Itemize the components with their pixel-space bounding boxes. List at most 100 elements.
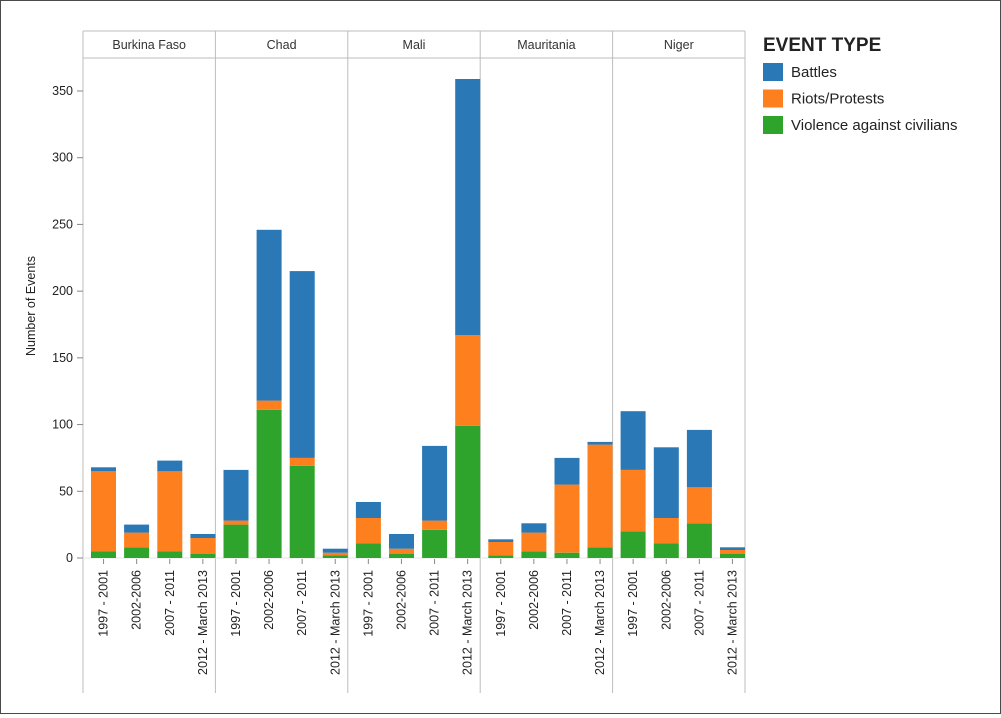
y-axis: 0 50 100 150 200 250 300 350 [52,84,83,565]
x-tick-label: 2007 - 2011 [560,570,574,636]
panel-chad: Chad 1997 - 2001 2002-2006 2007 - 2011 2012 … [215,38,348,675]
y-tick-label: 150 [52,351,73,365]
bar-segment-battles [620,411,646,470]
bar-segment-riots-protests [422,520,448,530]
bar-segment-violence-against-civilians [620,531,646,558]
x-tick-label: 2012 - March 2013 [196,570,210,675]
y-tick-label: 300 [52,151,73,165]
panel-niger: Niger 1997 - 2001 2002-2006 2007 - 2011 2012… [612,38,745,675]
chart-panels: Burkina Faso 1997 - 2001 2002-2006 2007 - 2… [82,30,746,693]
x-tick-label: 2012 - March 2013 [461,570,475,675]
legend-entry-label: Riots/Protests [791,91,884,108]
bar-segment-riots-protests [289,457,315,466]
bar-segment-battles [322,548,348,553]
bar-segment-violence-against-civilians [91,551,116,558]
legend-entry-label: Battles [791,64,837,81]
x-tick-label: 2002-2006 [527,570,541,630]
panel-country-label: Niger [664,38,694,52]
bar-segment-battles [389,534,414,549]
y-tick-label: 100 [52,418,73,432]
bar-segment-riots-protests [720,550,745,554]
y-tick-label: 250 [52,217,73,231]
legend-entry-label: Violence against civilians [791,117,958,134]
panel-country-label: Chad [267,38,297,52]
bar-segment-battles [124,524,150,533]
y-tick-label: 200 [52,284,73,298]
bar-segment-battles [256,229,282,401]
bar-segment-violence-against-civilians [686,523,712,558]
x-tick-label: 2007 - 2011 [428,570,442,636]
bar-segment-battles [355,502,381,518]
x-tick-label: 2007 - 2011 [295,570,309,636]
bar-segment-riots-protests [190,538,216,554]
x-tick-label: 2012 - March 2013 [726,570,740,675]
bar-segment-riots-protests [355,518,381,544]
bar-segment-violence-against-civilians [223,524,249,558]
x-tick-label: 2007 - 2011 [692,570,706,636]
bar-segment-violence-against-civilians [488,555,514,558]
x-tick-label: 1997 - 2001 [229,570,243,637]
panel-country-label: Mali [403,38,426,52]
panel-mali: Mali 1997 - 2001 2002-2006 2007 - 2011 2012 … [347,38,481,675]
bar-segment-battles [422,445,448,521]
bar-segment-violence-against-civilians [289,465,315,558]
bar-segment-battles [488,539,514,542]
x-tick-label: 1997 - 2001 [361,570,375,637]
y-tick-label: 50 [59,484,73,498]
x-tick-label: 2002-2006 [262,570,276,630]
bar-segment-battles [653,447,679,518]
bar-segment-riots-protests [587,444,613,548]
bar-segment-riots-protests [256,400,282,410]
bar-segment-riots-protests [389,548,414,554]
panel-burkina-faso: Burkina Faso 1997 - 2001 2002-2006 2007 - 2… [83,38,216,675]
x-tick-label: 2002-2006 [130,570,144,630]
legend-swatch [763,89,783,108]
bar-segment-battles [587,441,613,445]
bar-segment-battles [91,467,116,472]
bar-segment-violence-against-civilians [455,425,481,558]
bar-segment-battles [720,547,745,550]
bar-segment-battles [455,79,481,336]
bar-segment-violence-against-civilians [389,554,414,558]
legend-swatch [763,116,783,134]
bar-segment-riots-protests [91,471,116,552]
bar-segment-riots-protests [223,520,249,525]
bar-segment-riots-protests [620,469,646,532]
x-tick-label: 1997 - 2001 [626,570,640,637]
legend-swatch [763,63,783,81]
bar-segment-violence-against-civilians [653,543,679,558]
bar-segment-riots-protests [686,487,712,524]
x-tick-label: 2012 - March 2013 [593,570,607,675]
bar-segment-battles [686,429,712,488]
bar-segment-violence-against-civilians [422,530,448,558]
bar-segment-violence-against-civilians [322,555,348,558]
bar-segment-violence-against-civilians [256,409,282,558]
x-tick-label: 2012 - March 2013 [328,570,342,675]
y-axis-title: Number of Events [24,256,38,356]
legend-title: EVENT TYPE [763,35,881,56]
panel-country-label: Mauritania [517,38,575,52]
bar-segment-battles [157,460,183,472]
bar-segment-riots-protests [124,532,150,548]
bar-segment-violence-against-civilians [190,554,216,558]
bar-segment-riots-protests [322,552,348,556]
bar-segment-riots-protests [157,471,183,552]
x-tick-label: 2002-2006 [659,570,673,630]
bar-segment-violence-against-civilians [355,543,381,558]
bar-segment-battles [190,534,216,538]
bar-segment-violence-against-civilians [587,547,613,558]
x-tick-label: 1997 - 2001 [494,570,508,637]
x-tick-label: 2002-2006 [395,570,409,630]
bar-segment-violence-against-civilians [521,551,547,558]
bar-segment-violence-against-civilians [157,551,183,558]
bar-segment-violence-against-civilians [124,547,150,558]
x-tick-label: 1997 - 2001 [97,570,111,637]
bar-segment-battles [554,457,580,485]
bar-segment-battles [521,523,547,533]
y-tick-label: 0 [66,551,73,565]
y-tick-label: 350 [52,84,73,98]
panel-mauritania: Mauritania 1997 - 2001 2002-2006 2007 - 201… [480,38,613,675]
bar-segment-battles [223,469,249,521]
legend: EVENT TYPE Battles Riots/Protests Violence… [763,35,958,134]
